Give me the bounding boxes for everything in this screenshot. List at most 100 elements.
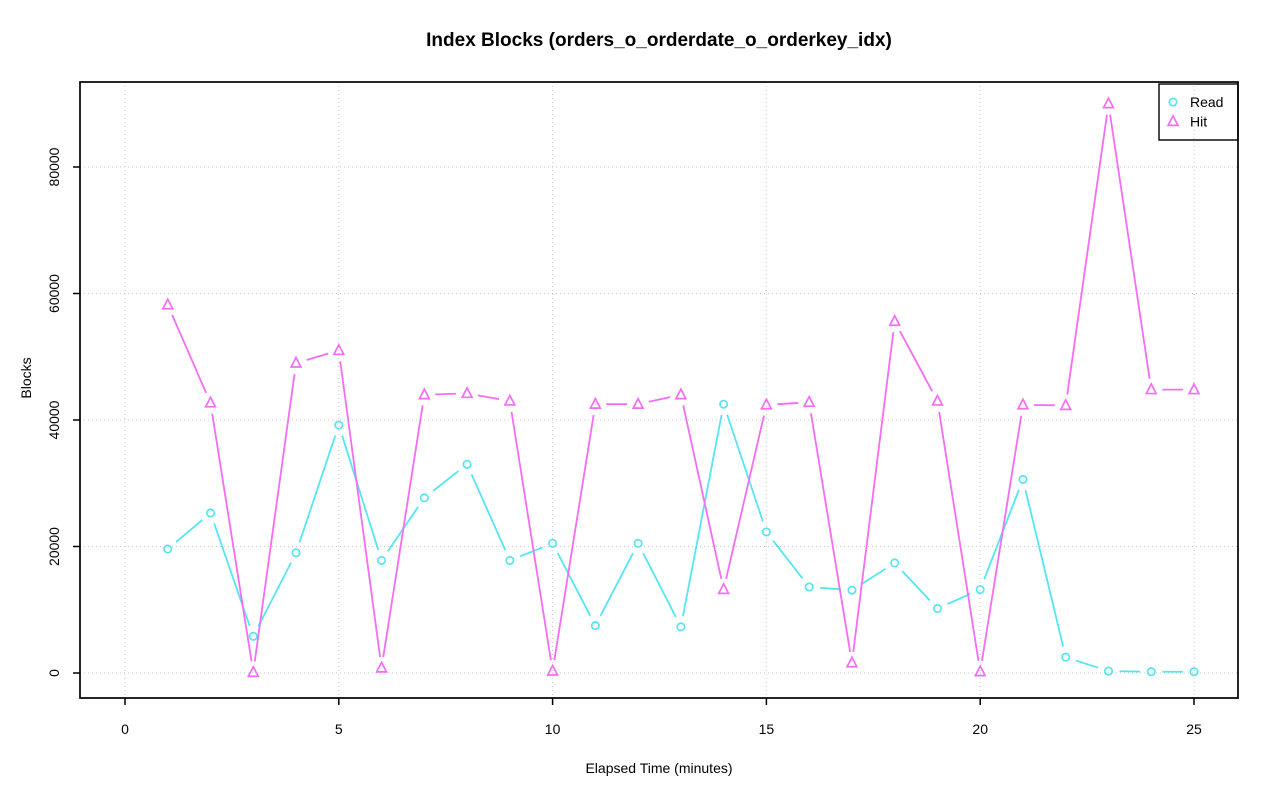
y-tick-label-60000: 60000 — [46, 274, 62, 313]
x-tick-label-5: 5 — [335, 721, 343, 737]
series-read-segment-19 — [947, 593, 971, 605]
hit-marker-13 — [674, 387, 688, 400]
hit-marker-17 — [845, 655, 859, 668]
hit-marker-15 — [760, 397, 773, 410]
x-tick-label-0: 0 — [121, 721, 129, 737]
hit-marker-7 — [418, 387, 431, 400]
hit-marker-24 — [1144, 382, 1158, 395]
plot-border — [79, 81, 1239, 699]
read-marker-9 — [505, 555, 515, 565]
legend-marker-read-icon — [1168, 97, 1178, 107]
hit-marker-2 — [204, 395, 217, 408]
hit-marker-23 — [1102, 96, 1115, 109]
legend-marker-hit-icon — [1166, 114, 1180, 127]
x-tick-label-10: 10 — [545, 721, 561, 737]
hit-marker-10 — [546, 663, 559, 676]
series-hit-segment-17 — [852, 332, 895, 653]
series-read-segment-4 — [298, 435, 337, 543]
series-hit-segment-7 — [435, 392, 457, 396]
hit-marker-1 — [161, 297, 175, 310]
read-marker-5 — [334, 420, 344, 430]
read-marker-4 — [291, 548, 301, 558]
hit-marker-21 — [1016, 397, 1030, 410]
series-hit-segment-8 — [477, 394, 500, 400]
series-read-segment-11 — [599, 552, 634, 617]
read-marker-13 — [676, 622, 686, 632]
series-hit-segment-12 — [648, 396, 671, 403]
series-read-segment-12 — [642, 552, 677, 618]
series-read-segment-15 — [772, 540, 804, 579]
read-marker-20 — [975, 584, 985, 595]
series-read-segment-13 — [682, 414, 723, 617]
series-hit-segment-4 — [306, 352, 329, 361]
y-tick-label-20000: 20000 — [46, 527, 62, 566]
read-marker-24 — [1146, 667, 1156, 677]
read-marker-11 — [590, 621, 600, 631]
y-tick-label-40000: 40000 — [46, 400, 62, 439]
hit-marker-16 — [802, 394, 816, 408]
series-hit-segment-14 — [725, 415, 765, 579]
x-axis-label: Elapsed Time (minutes) — [585, 760, 733, 776]
hit-marker-18 — [888, 313, 901, 327]
chart-title: Index Blocks (orders_o_orderdate_o_order… — [426, 30, 892, 51]
read-marker-7 — [419, 493, 429, 503]
series-read-segment-3 — [257, 562, 292, 627]
read-marker-21 — [1018, 474, 1028, 485]
series-hit — [161, 96, 1201, 678]
series-hit-segment-3 — [253, 373, 296, 662]
read-marker-1 — [163, 544, 173, 554]
series-hit-segment-22 — [1066, 114, 1108, 395]
read-marker-22 — [1061, 652, 1071, 662]
read-marker-17 — [847, 585, 857, 595]
read-marker-16 — [804, 582, 814, 592]
series-read-segment-5 — [341, 435, 380, 551]
read-marker-6 — [377, 555, 387, 565]
series-hit-segment-6 — [382, 405, 424, 658]
series-read-segment-7 — [432, 470, 459, 492]
x-tick-label-20: 20 — [972, 721, 988, 737]
hit-marker-20 — [973, 664, 987, 677]
hit-marker-8 — [460, 385, 474, 399]
read-marker-3 — [248, 631, 258, 641]
series-read-segment-17 — [860, 568, 886, 585]
y-tick-label-0: 0 — [46, 669, 62, 677]
hit-marker-9 — [503, 393, 517, 406]
hit-marker-14 — [717, 582, 730, 595]
read-marker-18 — [890, 558, 900, 568]
legend-label-read: Read — [1190, 94, 1223, 110]
hit-marker-11 — [589, 396, 602, 409]
read-marker-15 — [761, 527, 771, 537]
hit-marker-4 — [289, 355, 303, 368]
y-tick-label-80000: 80000 — [46, 147, 62, 186]
y-axis-label: Blocks — [18, 357, 34, 399]
series-read-segment-9 — [519, 546, 543, 558]
series-hit-segment-19 — [938, 411, 980, 662]
hit-marker-19 — [931, 393, 944, 406]
read-marker-8 — [462, 459, 472, 469]
read-marker-23 — [1103, 666, 1114, 676]
series-read-segment-18 — [901, 570, 931, 602]
series-read-segment-1 — [175, 519, 203, 543]
series-hit-segment-13 — [682, 405, 723, 579]
hit-marker-5 — [332, 342, 346, 356]
series-hit-segment-5 — [339, 361, 381, 658]
series-read-segment-16 — [820, 586, 842, 591]
x-tick-label-25: 25 — [1186, 721, 1202, 737]
series-hit-segment-2 — [211, 413, 253, 662]
read-marker-12 — [633, 538, 643, 548]
legend: Read Hit — [1158, 83, 1239, 141]
read-marker-10 — [548, 538, 558, 548]
read-marker-19 — [932, 603, 942, 614]
read-marker-2 — [205, 508, 216, 518]
read-marker-14 — [719, 399, 729, 409]
hit-marker-3 — [246, 664, 260, 678]
series-hit-segment-1 — [171, 314, 207, 394]
series-read-segment-8 — [470, 473, 507, 551]
series-read-segment-10 — [556, 552, 592, 617]
series-hit-segment-10 — [553, 414, 595, 661]
hit-marker-25 — [1187, 382, 1201, 395]
hit-marker-22 — [1059, 397, 1073, 411]
series-read-segment-22 — [1075, 659, 1099, 669]
